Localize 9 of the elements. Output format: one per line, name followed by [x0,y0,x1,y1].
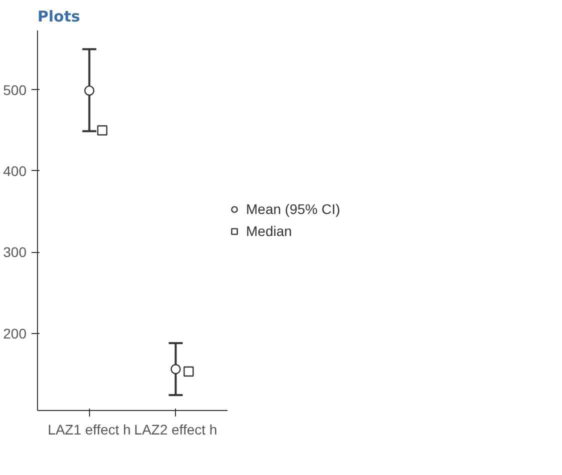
legend-label: Median [246,223,292,239]
legend-label: Mean (95% CI) [246,201,340,217]
y-tick-label: 500 [3,82,27,98]
x-tick-label: LAZ1 effect h [48,422,131,438]
y-tick-label: 200 [3,325,27,342]
chart-title: Plots [38,8,80,26]
x-tick-label: LAZ2 effect h [134,422,218,438]
y-tick-label: 400 [3,162,27,179]
y-tick-label: 300 [3,244,27,260]
